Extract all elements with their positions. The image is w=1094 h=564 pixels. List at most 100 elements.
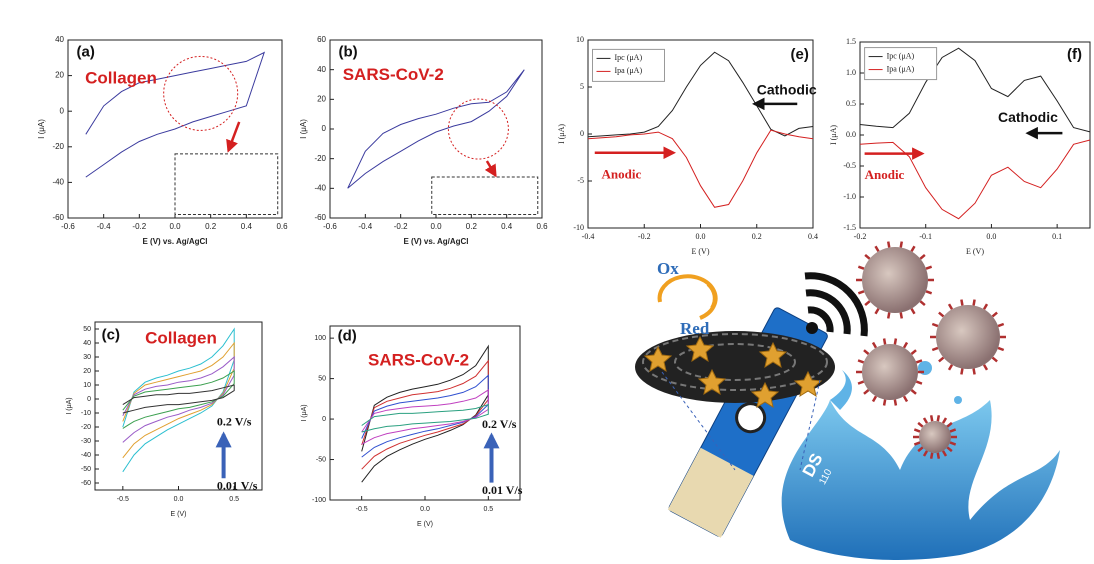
y-tick-label: 20 — [55, 71, 64, 80]
series-line — [362, 361, 489, 469]
y-tick-label: 10 — [576, 35, 584, 44]
y-tick-label: 60 — [317, 35, 326, 44]
virus-spike — [993, 313, 998, 317]
virus-spike — [876, 246, 879, 251]
x-tick-label: -0.5 — [117, 496, 129, 503]
y-tick-label: -40 — [81, 452, 91, 459]
x-tick-label: -0.2 — [394, 222, 408, 231]
virus-spike — [949, 304, 952, 309]
virus — [936, 305, 1000, 369]
y-tick-label: 10 — [83, 382, 91, 389]
virus-spike — [974, 369, 975, 375]
x-tick-label: -0.6 — [323, 222, 337, 231]
virus-spike — [926, 267, 932, 269]
virus-spike — [931, 453, 932, 459]
y-tick-label: 100 — [314, 335, 326, 342]
x-tick-label: -0.4 — [358, 222, 372, 231]
y-tick-label: -100 — [312, 497, 326, 504]
virus-spike — [895, 339, 896, 345]
x-axis-label: E (V) — [417, 521, 433, 528]
x-tick-label: -0.4 — [582, 232, 595, 241]
virus-spike — [912, 246, 915, 251]
chart-panel: -0.4-0.20.00.20.4-10-50510E (V)I (μA)Ipc… — [557, 35, 818, 256]
annotation: SARS-CoV-2 — [343, 65, 444, 84]
y-tick-label: 0.0 — [846, 130, 856, 139]
x-tick-label: 0.1 — [1052, 232, 1062, 241]
virus-spike — [858, 291, 864, 293]
y-tick-label: 0 — [87, 396, 91, 403]
y-tick-label: -0.5 — [843, 161, 856, 170]
annotation: 0.01 V/s — [482, 483, 523, 497]
y-tick-label: 0 — [322, 416, 326, 423]
y-tick-label: 50 — [318, 375, 326, 382]
x-tick-label: 0.5 — [229, 496, 239, 503]
virus-spike — [895, 400, 896, 406]
y-tick-label: 30 — [83, 354, 91, 361]
figure: Ox Red DS 110 -0.6-0.4-0.20.00.20.40.6-6… — [0, 0, 1094, 564]
virus-spike — [974, 300, 975, 306]
x-tick-label: -0.4 — [97, 222, 111, 231]
virus-spike — [911, 390, 916, 394]
y-tick-label: 40 — [55, 35, 64, 44]
panel-label: (b) — [338, 43, 357, 60]
illustration: Ox Red DS 110 — [635, 242, 1060, 560]
y-tick-label: 0 — [322, 124, 327, 133]
panel-label: (a) — [77, 43, 95, 60]
x-tick-label: 0.4 — [241, 222, 253, 231]
x-tick-label: 0.5 — [483, 506, 493, 513]
y-axis-label: I (μA) — [37, 119, 46, 139]
y-axis-label: I (μA) — [66, 397, 73, 414]
x-tick-label: 0.6 — [536, 222, 548, 231]
virus-spike — [873, 396, 876, 401]
y-axis-label: I (μA) — [557, 124, 566, 144]
virus-spike — [904, 343, 907, 348]
y-tick-label: 0 — [580, 129, 584, 138]
virus — [862, 344, 918, 400]
annotation: 0.01 V/s — [217, 478, 258, 492]
splash-drop — [830, 370, 852, 410]
virus-spike — [901, 242, 902, 248]
arrow — [229, 122, 240, 150]
x-axis-label: E (V) — [966, 247, 984, 256]
virus-spike — [858, 382, 864, 384]
virus-spike — [932, 348, 938, 350]
annotation: Cathodic — [998, 109, 1058, 125]
chart-panel: -0.50.00.5-100-50050100E (V)I (μA)(d)SAR… — [301, 326, 523, 528]
virus-spike — [984, 365, 987, 370]
y-tick-label: -50 — [81, 466, 91, 473]
virus-spike — [924, 418, 927, 423]
series-line — [123, 343, 234, 458]
virus-spike — [939, 313, 944, 317]
virus-spike — [864, 390, 869, 394]
panel-label: (d) — [338, 327, 357, 344]
x-tick-label: 0.2 — [205, 222, 217, 231]
virus-spike — [938, 415, 939, 421]
virus-spike — [920, 301, 925, 305]
series-line — [348, 70, 525, 189]
virus — [862, 247, 928, 313]
annotation: Anodic — [865, 167, 905, 182]
y-tick-label: -10 — [81, 410, 91, 417]
virus-spike — [998, 324, 1004, 326]
y-tick-label: 0 — [60, 106, 65, 115]
y-tick-label: 5 — [580, 82, 584, 91]
arrow — [487, 161, 495, 175]
virus-spike — [912, 309, 915, 314]
virus-spike — [949, 365, 952, 370]
y-tick-label: -30 — [81, 438, 91, 445]
panel-label: (f) — [1067, 46, 1082, 63]
x-tick-label: 0.4 — [808, 232, 818, 241]
x-tick-label: 0.2 — [466, 222, 478, 231]
x-tick-label: 0.2 — [752, 232, 762, 241]
virus-spike — [876, 309, 879, 314]
virus-spike — [961, 300, 962, 306]
annotation: SARS-CoV-2 — [368, 350, 469, 369]
y-axis-label: I (μA) — [301, 404, 308, 421]
x-tick-label: 0.4 — [501, 222, 513, 231]
virus-spike — [865, 255, 870, 259]
y-tick-label: -40 — [314, 183, 326, 192]
page: {"chart_data": [ {"type": "line", "panel… — [0, 0, 1094, 564]
virus-spike — [901, 312, 902, 318]
y-tick-label: 1.5 — [846, 37, 856, 46]
y-tick-label: 20 — [83, 368, 91, 375]
